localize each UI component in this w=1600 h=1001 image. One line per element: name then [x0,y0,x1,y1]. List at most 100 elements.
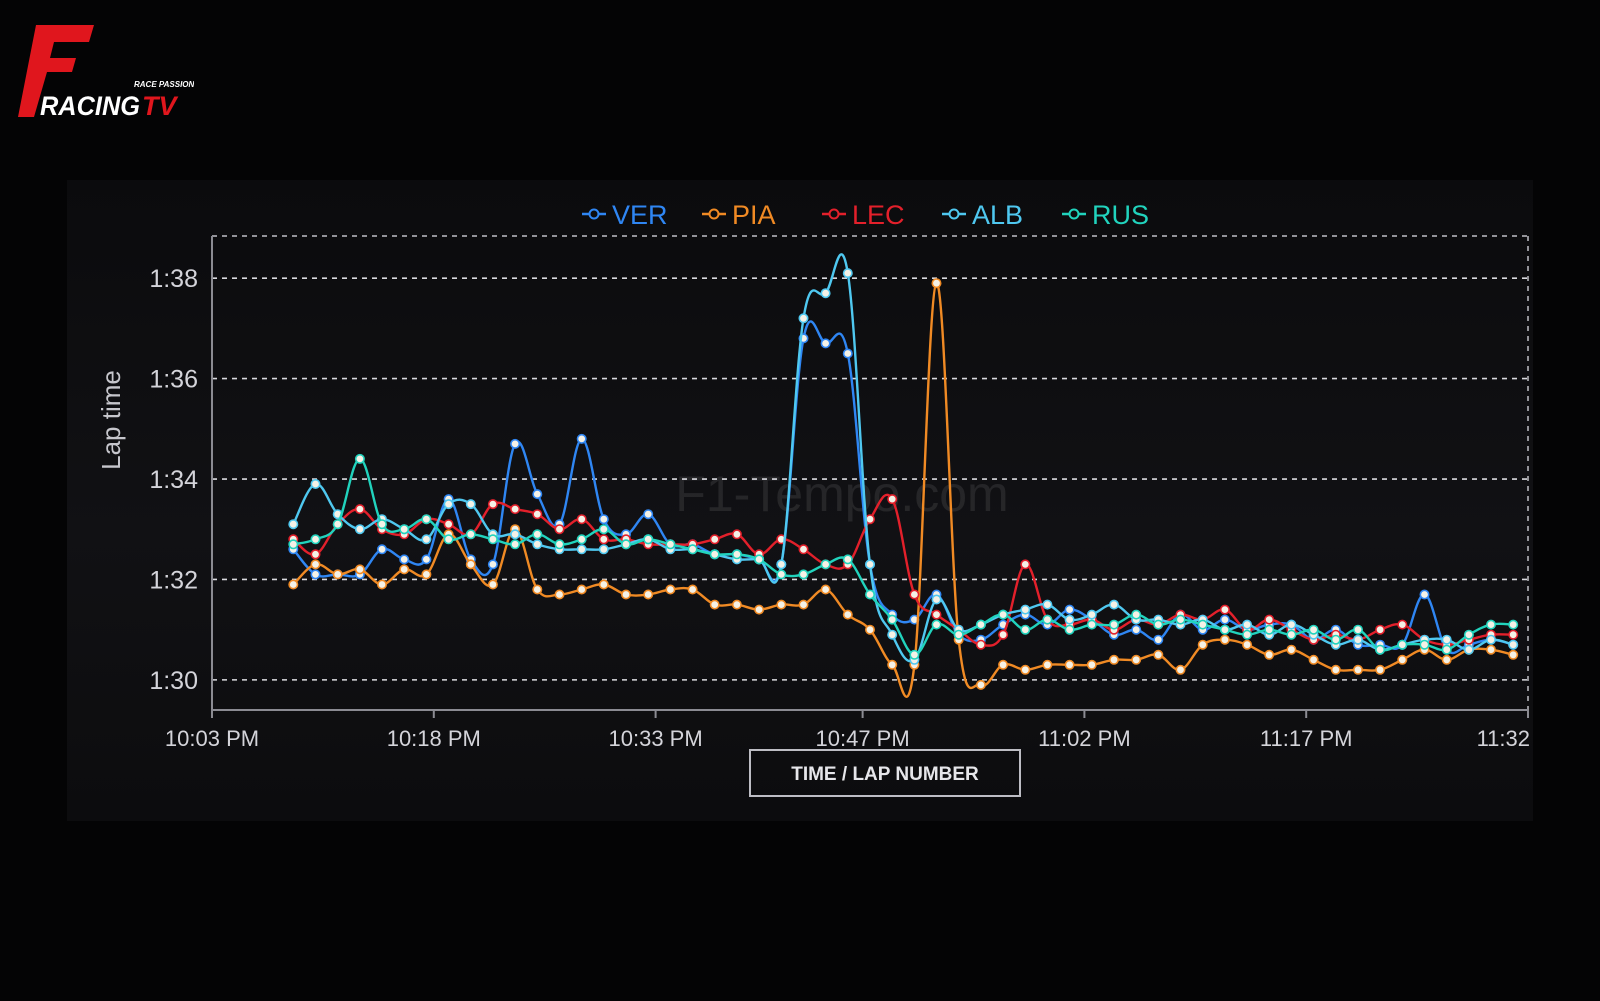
data-point-rus [598,524,609,535]
data-point-rus [776,569,787,580]
data-point-rus [443,534,454,545]
data-point-pia [1175,664,1186,675]
data-point-rus [1486,619,1497,630]
legend-label-pia: PIA [732,200,776,230]
data-point-rus [288,539,299,550]
y-tick-label: 1:38 [149,265,198,293]
data-point-ver [842,348,853,359]
y-tick-label: 1:34 [149,466,198,494]
data-point-rus [1042,614,1053,625]
data-point-pia [1441,654,1452,665]
data-point-alb [354,524,365,535]
data-point-alb [1441,634,1452,645]
data-point-rus [1219,624,1230,635]
data-point-lec [598,534,609,545]
data-point-alb [288,519,299,530]
data-point-rus [1153,619,1164,630]
data-point-rus [620,539,631,550]
data-point-pia [776,599,787,610]
legend-label-lec: LEC [852,200,905,230]
data-point-ver [1153,634,1164,645]
data-point-rus [842,554,853,565]
data-point-rus [1086,619,1097,630]
legend-label-ver: VER [612,200,668,230]
data-point-rus [532,529,543,540]
data-point-rus [909,649,920,660]
data-point-pia [1242,639,1253,650]
legend-marker-pia [708,208,720,220]
data-point-pia [731,599,742,610]
data-point-alb [864,559,875,570]
data-point-pia [1308,654,1319,665]
data-point-pia [754,604,765,615]
data-point-pia [1197,639,1208,650]
data-point-lec [1264,614,1275,625]
data-point-pia [399,564,410,575]
data-point-rus [1375,644,1386,655]
legend-label-alb: ALB [972,200,1023,230]
data-point-alb [1508,639,1519,650]
data-point-pia [820,584,831,595]
data-point-lec [310,549,321,560]
data-point-lec [731,529,742,540]
data-point-rus [975,619,986,630]
data-point-alb [443,499,454,510]
data-point-pia [487,579,498,590]
data-point-lec [1375,624,1386,635]
data-point-pia [1219,634,1230,645]
data-point-alb [1109,599,1120,610]
data-point-ver [1131,624,1142,635]
data-point-lec [554,524,565,535]
data-point-rus [1330,634,1341,645]
data-point-rus [1353,624,1364,635]
data-point-alb [598,544,609,555]
data-point-rus [731,549,742,560]
data-point-rus [931,619,942,630]
logo-f-letterform [18,25,94,117]
racing-tv-logo: RACE PASSION RACING TV [14,20,195,130]
x-tick-label: 10:03 PM [165,726,259,751]
data-point-rus [376,519,387,530]
data-point-alb [887,629,898,640]
data-point-lec [975,639,986,650]
data-point-rus [310,534,321,545]
data-point-rus [820,559,831,570]
data-point-rus [510,539,521,550]
x-tick-label: 11:02 PM [1038,726,1131,751]
data-point-rus [1286,629,1297,640]
x-tick-label: 10:33 PM [609,726,703,751]
y-tick-label: 1:32 [149,566,198,594]
racing-tv-logo-mark: RACE PASSION RACING TV [18,25,195,121]
data-point-pia [643,589,654,600]
data-point-rus [399,524,410,535]
data-point-pia [1086,659,1097,670]
data-point-pia [554,589,565,600]
data-point-rus [1508,619,1519,630]
data-point-ver [1419,589,1430,600]
data-point-alb [465,499,476,510]
data-point-rus [332,519,343,530]
data-point-pia [1264,649,1275,660]
data-point-alb [1020,604,1031,615]
data-point-lec [576,514,587,525]
data-point-alb [1242,619,1253,630]
data-point-rus [754,554,765,565]
data-point-rus [1242,629,1253,640]
data-point-lec [443,519,454,530]
data-point-ver [421,554,432,565]
data-point-pia [1064,659,1075,670]
data-point-pia [887,659,898,670]
data-point-pia [620,589,631,600]
data-point-pia [598,579,609,590]
x-tick-label: 11:32 [1477,726,1530,751]
data-point-alb [798,313,809,324]
data-point-rus [1397,639,1408,650]
legend-label-rus: RUS [1092,200,1149,230]
data-point-alb [1042,599,1053,610]
data-point-rus [1264,624,1275,635]
data-point-lec [1219,604,1230,615]
data-point-alb [842,268,853,279]
data-point-ver [487,559,498,570]
data-point-pia [532,584,543,595]
x-axis-label: TIME / LAP NUMBER [791,764,979,785]
